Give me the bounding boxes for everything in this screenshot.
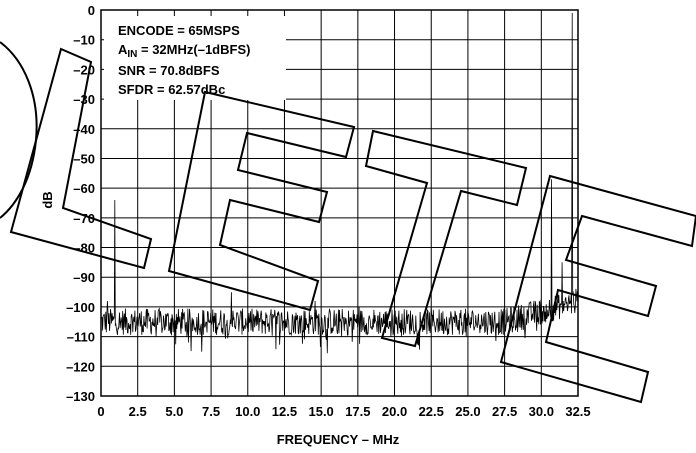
- x-tick-label: 32.5: [565, 404, 590, 419]
- y-tick-label: –50: [73, 151, 95, 166]
- y-tick-label: –60: [73, 181, 95, 196]
- stamp-letter-e1: [167, 90, 356, 312]
- y-tick-label: –20: [73, 62, 95, 77]
- stamp-letter-e2: [499, 174, 696, 404]
- stamp-letter-t: [364, 129, 528, 348]
- annotation-box: ENCODE = 65MSPS AIN = 32MHz(–1dBFS) SNR …: [104, 16, 286, 100]
- x-tick-label: 15.0: [308, 404, 333, 419]
- delete-stamp-overlay: [0, 41, 696, 404]
- y-tick-label: –100: [66, 300, 95, 315]
- x-tick-label: 17.5: [345, 404, 370, 419]
- x-tick-label: 22.5: [419, 404, 444, 419]
- y-tick-label: –80: [73, 241, 95, 256]
- annotation-box-bg: [104, 16, 286, 100]
- annotation-ain-sub: IN: [127, 49, 137, 60]
- annotation-ain-prefix: A: [118, 42, 128, 57]
- x-tick-label: 7.5: [202, 404, 220, 419]
- stamp-letter-l: [9, 47, 153, 270]
- x-tick-label: 27.5: [492, 404, 517, 419]
- y-tick-label: –110: [67, 330, 95, 345]
- annotation-ain: AIN = 32MHz(–1dBFS): [118, 42, 250, 60]
- x-tick-label: 20.0: [382, 404, 407, 419]
- y-tick-label: –90: [73, 270, 95, 285]
- x-tick-label: 30.0: [529, 404, 554, 419]
- x-tick-label: 0: [97, 404, 104, 419]
- y-axis-title: dB: [40, 191, 55, 208]
- annotation-encode: ENCODE = 65MSPS: [118, 23, 240, 38]
- y-tick-label: –130: [66, 389, 95, 404]
- x-tick-labels: 0 2.5 5.0 7.5 10.0 12.5 15.0 17.5 20.0 22.5 25.0 27…: [97, 404, 590, 419]
- spectrum-trace: [100, 12, 579, 354]
- plot-frame: [100, 9, 579, 397]
- x-tick-label: 25.0: [455, 404, 480, 419]
- stamp-partial-d-arc: [0, 41, 38, 219]
- annotation-sfdr: SFDR = 62.57dBc: [118, 82, 225, 97]
- y-tick-labels: 0–10–20–30–40–50–60–70–80–90–100–110–120…: [66, 3, 95, 404]
- y-tick-label: –10: [73, 33, 95, 48]
- x-axis-title: FREQUENCY – MHz: [277, 432, 400, 447]
- y-tick-label: –120: [66, 359, 95, 374]
- x-tick-label: 12.5: [272, 404, 297, 419]
- x-tick-label: 10.0: [235, 404, 260, 419]
- x-tick-label: 2.5: [129, 404, 147, 419]
- annotation-snr: SNR = 70.8dBFS: [118, 63, 220, 78]
- spectrum-trace-group: [100, 12, 579, 354]
- annotation-ain-rest: = 32MHz(–1dBFS): [137, 42, 250, 57]
- y-tick-label: 0: [88, 3, 95, 18]
- x-tick-label: 5.0: [165, 404, 183, 419]
